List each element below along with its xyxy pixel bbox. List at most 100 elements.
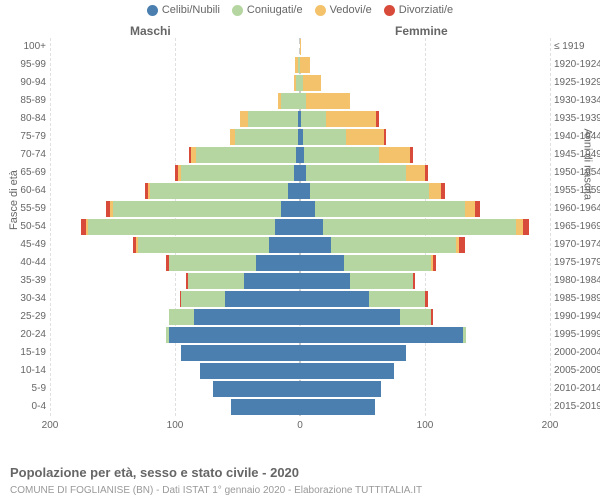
age-label: 75-79 <box>0 128 46 146</box>
age-label: 45-49 <box>0 236 46 254</box>
bar-male <box>278 93 301 109</box>
x-axis: 2001000100200 <box>50 420 550 436</box>
bar-segment <box>300 39 301 55</box>
bar-female <box>300 255 436 271</box>
pyramid-row: 50-541965-1969 <box>50 218 550 236</box>
x-tick-label: 100 <box>167 420 184 431</box>
birth-year-label: 1960-1964 <box>554 200 600 218</box>
legend-label: Celibi/Nubili <box>162 4 220 16</box>
pyramid-row: 15-192000-2004 <box>50 344 550 362</box>
bar-segment <box>138 237 269 253</box>
bar-male <box>106 201 300 217</box>
bar-female <box>300 75 321 91</box>
legend-label: Coniugati/e <box>247 4 303 16</box>
birth-year-label: 1975-1979 <box>554 254 600 272</box>
pyramid-row: 20-241995-1999 <box>50 326 550 344</box>
bar-male <box>231 399 300 415</box>
bar-segment <box>300 363 394 379</box>
bar-male <box>240 111 300 127</box>
bar-segment <box>326 111 376 127</box>
bar-segment <box>300 381 381 397</box>
birth-year-label: 2000-2004 <box>554 344 600 362</box>
bar-segment <box>181 345 300 361</box>
bar-segment <box>150 183 288 199</box>
header-female: Femmine <box>395 24 448 38</box>
bar-male <box>169 309 300 325</box>
birth-year-label: 1995-1999 <box>554 326 600 344</box>
birth-year-label: 1955-1959 <box>554 182 600 200</box>
bar-segment <box>323 219 517 235</box>
birth-year-label: 1930-1934 <box>554 92 600 110</box>
bar-female <box>300 111 379 127</box>
bar-segment <box>400 309 431 325</box>
bar-segment <box>433 255 437 271</box>
age-label: 50-54 <box>0 218 46 236</box>
pyramid-row: 40-441975-1979 <box>50 254 550 272</box>
legend-swatch <box>384 5 395 16</box>
bar-segment <box>413 273 416 289</box>
birth-year-label: 1970-1974 <box>554 236 600 254</box>
bar-segment <box>300 399 375 415</box>
legend-swatch <box>232 5 243 16</box>
bar-female <box>300 219 529 235</box>
bar-segment <box>256 255 300 271</box>
age-label: 35-39 <box>0 272 46 290</box>
bar-segment <box>200 363 300 379</box>
bar-segment <box>235 129 298 145</box>
age-label: 55-59 <box>0 200 46 218</box>
bar-segment <box>300 273 350 289</box>
pyramid-row: 30-341985-1989 <box>50 290 550 308</box>
bar-segment <box>288 183 301 199</box>
birth-year-label: 1925-1929 <box>554 74 600 92</box>
bar-segment <box>281 93 300 109</box>
pyramid-row: 85-891930-1934 <box>50 92 550 110</box>
pyramid-row: 5-92010-2014 <box>50 380 550 398</box>
bar-female <box>300 345 406 361</box>
chart-area: 2001000100200 100+≤ 191995-991920-192490… <box>50 38 550 438</box>
bar-segment <box>344 255 432 271</box>
bar-segment <box>306 93 350 109</box>
pyramid-row: 60-641955-1959 <box>50 182 550 200</box>
bar-female <box>300 399 375 415</box>
pyramid-row: 70-741945-1949 <box>50 146 550 164</box>
bar-segment <box>244 273 300 289</box>
bar-segment <box>350 273 413 289</box>
legend-item: Vedovi/e <box>315 4 372 16</box>
age-label: 15-19 <box>0 344 46 362</box>
legend: Celibi/NubiliConiugati/eVedovi/eDivorzia… <box>0 4 600 16</box>
bar-segment <box>465 201 475 217</box>
birth-year-label: 1945-1949 <box>554 146 600 164</box>
chart-container: Celibi/NubiliConiugati/eVedovi/eDivorzia… <box>0 0 600 500</box>
bar-segment <box>248 111 298 127</box>
birth-year-label: 1990-1994 <box>554 308 600 326</box>
bar-segment <box>406 165 425 181</box>
bar-female <box>300 183 445 199</box>
bar-segment <box>300 201 315 217</box>
pyramid-row: 90-941925-1929 <box>50 74 550 92</box>
pyramid-row: 0-42015-2019 <box>50 398 550 416</box>
birth-year-label: 1950-1954 <box>554 164 600 182</box>
bar-segment <box>346 129 384 145</box>
pyramid-row: 10-142005-2009 <box>50 362 550 380</box>
bar-segment <box>306 165 406 181</box>
legend-item: Celibi/Nubili <box>147 4 220 16</box>
bar-segment <box>463 327 467 343</box>
bar-segment <box>425 165 428 181</box>
header-male: Maschi <box>130 24 171 38</box>
bar-segment <box>459 237 465 253</box>
bar-segment <box>113 201 282 217</box>
pyramid-row: 75-791940-1944 <box>50 128 550 146</box>
bar-segment <box>300 345 406 361</box>
bar-male <box>181 345 300 361</box>
age-label: 25-29 <box>0 308 46 326</box>
bar-male <box>81 219 300 235</box>
legend-item: Coniugati/e <box>232 4 303 16</box>
bar-segment <box>429 183 442 199</box>
bar-segment <box>331 237 456 253</box>
bar-segment <box>275 219 300 235</box>
bar-male <box>180 291 300 307</box>
bar-segment <box>181 291 225 307</box>
bar-female <box>300 327 466 343</box>
chart-title: Popolazione per età, sesso e stato civil… <box>10 465 299 480</box>
bar-male <box>213 381 301 397</box>
